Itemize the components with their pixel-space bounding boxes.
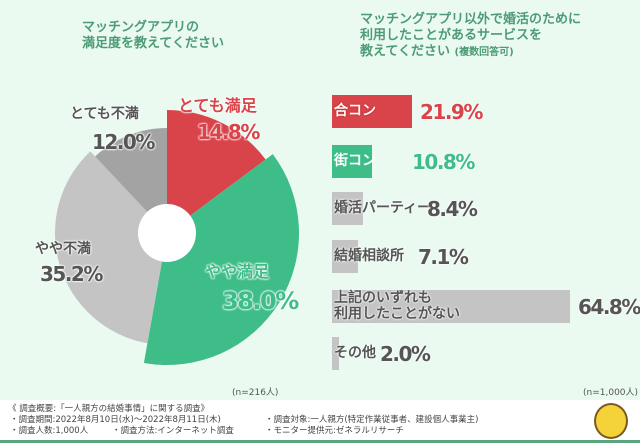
- bar-title: マッチングアプリ以外で婚活のために 利用したことがあるサービスを 教えてください…: [360, 12, 581, 61]
- footer-target: ・調査対象:一人親方(特定作業従事者、建設個人事業主): [265, 415, 479, 425]
- pie-value-label: 12.0%: [92, 130, 155, 154]
- pie-value-label: 14.8%: [197, 120, 260, 144]
- mascot-logo: [594, 403, 628, 439]
- footer-provider: ・モニター提供元:ゼネラルリサーチ: [265, 426, 404, 436]
- slice-very-satisfied: [167, 110, 266, 233]
- bar-value-label: 2.0%: [380, 342, 431, 366]
- bar-value-label: 7.1%: [418, 245, 469, 269]
- bar-category-label: 合コン: [334, 103, 376, 119]
- pie-value-label: 35.2%: [40, 262, 103, 286]
- bar-row: 婚活パーティー 8.4%: [332, 192, 632, 225]
- pie-center-hole: [138, 204, 196, 262]
- bar-row: 合コン 21.9%: [332, 95, 632, 128]
- bar-row: その他 2.0%: [332, 337, 632, 370]
- bar-value-label: 21.9%: [420, 100, 483, 124]
- bar-row: 結婚相談所 7.1%: [332, 240, 632, 273]
- footer-heading: 《 調査概要:「一人親方の結婚事情」に関する調査》: [8, 404, 210, 414]
- bar-category-label: 街コン: [334, 153, 376, 169]
- pie-value-label: 38.0%: [222, 287, 299, 315]
- bar-value-label: 8.4%: [427, 197, 478, 221]
- pie-label: とても不満: [70, 106, 139, 122]
- bar: [332, 290, 570, 323]
- bar: [332, 240, 359, 273]
- bar-sample-size: (n=1,000人): [583, 388, 639, 398]
- pie-label: とても満足: [178, 96, 257, 115]
- bar-title-text: マッチングアプリ以外で婚活のために 利用したことがあるサービスを 教えてください: [360, 12, 582, 59]
- bar: [332, 192, 363, 225]
- footer-count: ・調査人数:1,000人: [10, 426, 89, 436]
- bar: [332, 145, 372, 178]
- pie-sample-size: (n=216人): [232, 388, 279, 398]
- bar-category-label: 上記のいずれも 利用したことがない: [334, 290, 460, 322]
- slice-somewhat-satisfied: [143, 154, 300, 366]
- bar-value-label: 10.8%: [412, 150, 475, 174]
- slice-somewhat-dissatisfied: [55, 151, 167, 344]
- footer-method: ・調査方法:インターネット調査: [112, 426, 234, 436]
- pie-chart: [55, 110, 300, 366]
- bar-title-note: (複数回答可): [454, 47, 514, 58]
- bar-category-label: 婚活パーティー: [334, 200, 432, 216]
- bar-category-label: 結婚相談所: [334, 248, 404, 264]
- pie-label: やや不満: [35, 241, 91, 257]
- survey-footer: 《 調査概要:「一人親方の結婚事情」に関する調査》 ・調査期間:2022年8月1…: [0, 400, 640, 443]
- bar: [332, 95, 413, 128]
- bar-row: 上記のいずれも 利用したことがない 64.8%: [332, 290, 640, 323]
- slice-very-dissatisfied: [95, 128, 167, 233]
- bar-value-label: 64.8%: [578, 295, 640, 319]
- bar-category-label: その他: [334, 345, 376, 361]
- bar: [332, 337, 340, 370]
- footer-period: ・調査期間:2022年8月10日(水)～2022年8月11日(木): [10, 415, 221, 425]
- pie-title: マッチングアプリの 満足度を教えてください: [82, 20, 224, 51]
- bar-row: 街コン 10.8%: [332, 145, 632, 178]
- pie-label: やや満足: [205, 262, 270, 281]
